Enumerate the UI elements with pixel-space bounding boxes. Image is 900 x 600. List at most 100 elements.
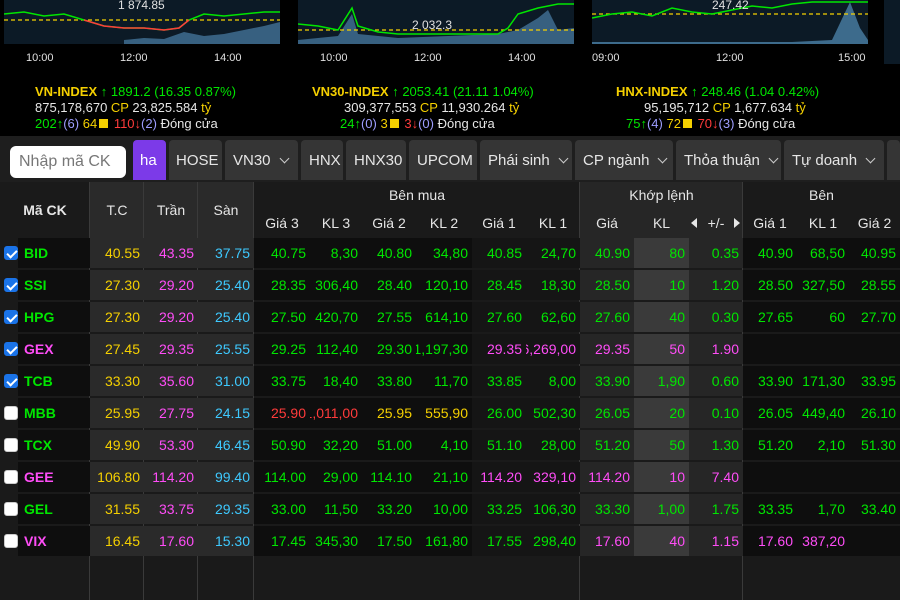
symbol-cell[interactable]: GEL (18, 494, 90, 524)
row-checkbox[interactable] (4, 310, 18, 324)
buy-cell: 34,80 (416, 238, 472, 268)
floor-price-cell: 46.45 (198, 430, 254, 460)
scroll-right-icon[interactable] (734, 218, 740, 228)
buy-cell: 28.40 (362, 270, 416, 300)
buy-cell: 24,70 (526, 238, 580, 268)
vn30-chart[interactable]: 2 032.3 (298, 0, 574, 44)
tab-upcom[interactable]: UPCOM (409, 140, 477, 180)
buy-cell: 11,50 (310, 494, 362, 524)
ref-square-icon (99, 119, 109, 128)
sell-cell: 26.10 (849, 398, 900, 428)
ceil-price-cell: 29.35 (144, 334, 198, 364)
tab-negotiated[interactable]: Thỏa thuận (676, 140, 781, 180)
symbol-cell[interactable]: GEX (18, 334, 90, 364)
symbol-cell[interactable]: HPG (18, 302, 90, 332)
tab-sector[interactable]: CP ngành (575, 140, 673, 180)
buy-cell: 18,40 (310, 366, 362, 396)
sell-cell: 51.20 (743, 430, 797, 460)
sell-cell (743, 334, 797, 364)
header-symbol: Mã CK (0, 182, 90, 238)
tab-derivatives[interactable]: Phái sinh (480, 140, 572, 180)
floor-price-cell: 99.40 (198, 462, 254, 492)
ref-square-icon (682, 119, 692, 128)
header-sell-col: KL 1 (797, 208, 849, 238)
buy-cell: 29.35 (472, 334, 526, 364)
scroll-left-icon[interactable] (691, 218, 697, 228)
symbol-cell[interactable]: VIX (18, 526, 90, 556)
vnindex-tick-3: 14:00 (214, 52, 242, 64)
market-toolbar: ha HOSE VN30 HNX HNX30 UPCOM Phái sinh C… (0, 136, 900, 182)
buy-cell: 33.25 (472, 494, 526, 524)
header-buy-col: Giá 2 (362, 208, 416, 238)
buy-cell: 33.00 (254, 494, 310, 524)
vn30-summary[interactable]: VN30-INDEX ↑ 2053.41 (21.11 1.04%) 309,3… (312, 84, 534, 131)
hnx-summary[interactable]: HNX-INDEX ↑ 248.46 (1.04 0.42%) 95,195,7… (616, 84, 820, 131)
tab-hose[interactable]: HOSE (169, 140, 222, 180)
row-checkbox[interactable] (4, 534, 18, 548)
row-checkbox[interactable] (4, 342, 18, 356)
symbol-cell[interactable]: MBB (18, 398, 90, 428)
header-ceil: Trần (144, 182, 198, 238)
buy-cell: 28.35 (254, 270, 310, 300)
chevron-down-icon (279, 153, 289, 163)
sell-cell: 40.90 (743, 238, 797, 268)
ceil-price-cell: 43.35 (144, 238, 198, 268)
ref-price-cell: 25.95 (90, 398, 144, 428)
sell-cell: 17.60 (743, 526, 797, 556)
match-cell: 50 (634, 334, 689, 364)
buy-cell: 1,011,00 (310, 398, 362, 428)
vnindex-summary[interactable]: VN-INDEX ↑ 1891.2 (16.35 0.87%) 875,178,… (35, 84, 236, 131)
row-checkbox[interactable] (4, 374, 18, 388)
sell-cell: 327,50 (797, 270, 849, 300)
row-checkbox[interactable] (4, 470, 18, 484)
ceil-price-cell: 33.75 (144, 494, 198, 524)
tab-more[interactable] (887, 140, 900, 180)
hnx-tick-1: 09:00 (592, 52, 620, 64)
row-checkbox[interactable] (4, 438, 18, 452)
buy-cell: 8,30 (310, 238, 362, 268)
floor-price-cell: 15.30 (198, 526, 254, 556)
tab-vn30[interactable]: VN30 (225, 140, 298, 180)
next-index-chart-edge (884, 0, 900, 64)
sell-cell: 68,50 (797, 238, 849, 268)
buy-cell: 25.95 (362, 398, 416, 428)
buy-cell: 106,30 (526, 494, 580, 524)
match-cell: 1.90 (689, 334, 743, 364)
match-cell: 0.10 (689, 398, 743, 428)
tab-hnx[interactable]: HNX (301, 140, 343, 180)
buy-cell: 33.85 (472, 366, 526, 396)
vnindex-chart[interactable]: 1 874.85 (4, 0, 280, 44)
symbol-cell[interactable]: SSI (18, 270, 90, 300)
row-checkbox[interactable] (4, 502, 18, 516)
sell-cell: 2,10 (797, 430, 849, 460)
symbol-cell[interactable]: GEE (18, 462, 90, 492)
floor-price-cell: 37.75 (198, 238, 254, 268)
hnx-ref-label: 247.42 (712, 0, 749, 12)
tab-favorites[interactable]: ha (133, 140, 166, 180)
symbol-cell[interactable]: BID (18, 238, 90, 268)
ceil-price-cell: 53.30 (144, 430, 198, 460)
hnx-chart[interactable]: 247.42 (592, 0, 868, 44)
row-checkbox[interactable] (4, 278, 18, 292)
buy-cell: 8,00 (526, 366, 580, 396)
ceil-price-cell: 29.20 (144, 302, 198, 332)
floor-price-cell: 25.55 (198, 334, 254, 364)
symbol-cell[interactable]: TCB (18, 366, 90, 396)
row-checkbox[interactable] (4, 246, 18, 260)
sell-cell: 449,40 (797, 398, 849, 428)
sell-cell (849, 526, 900, 556)
row-checkbox[interactable] (4, 406, 18, 420)
up-arrow-icon: ↑ (691, 84, 698, 99)
buy-cell: 298,40 (526, 526, 580, 556)
buy-cell: 4,10 (416, 430, 472, 460)
buy-cell: 1,197,30 (416, 334, 472, 364)
sell-cell: 171,30 (797, 366, 849, 396)
symbol-cell[interactable]: TCX (18, 430, 90, 460)
buy-cell: 27.55 (362, 302, 416, 332)
tab-proprietary[interactable]: Tự doanh (784, 140, 884, 180)
sell-cell: 26.05 (743, 398, 797, 428)
tab-hnx30[interactable]: HNX30 (346, 140, 406, 180)
floor-price-cell: 29.35 (198, 494, 254, 524)
buy-cell: 29,00 (310, 462, 362, 492)
symbol-search-input[interactable] (10, 146, 126, 178)
